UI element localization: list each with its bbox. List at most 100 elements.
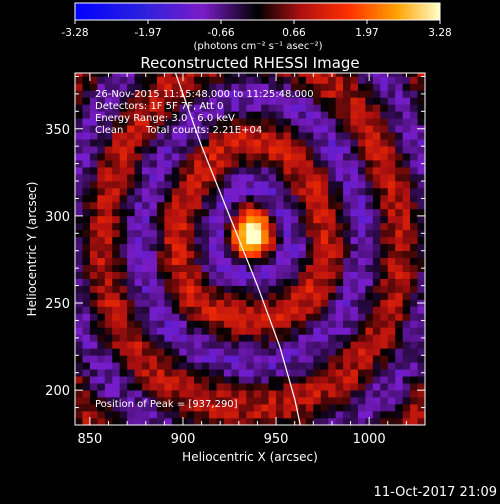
heatmap-pixel — [372, 278, 381, 286]
heatmap-pixel — [343, 257, 351, 265]
heatmap-pixel — [253, 299, 262, 307]
heatmap-pixel — [320, 278, 329, 286]
heatmap-pixel — [164, 243, 173, 252]
heatmap-pixel — [238, 285, 247, 293]
heatmap-pixel — [164, 390, 173, 398]
heatmap-pixel — [335, 285, 344, 293]
heatmap-pixel — [216, 153, 225, 161]
heatmap-pixel — [253, 146, 262, 154]
heatmap-pixel — [231, 383, 240, 391]
heatmap-pixel — [231, 188, 240, 196]
heatmap-pixel — [142, 404, 150, 412]
heatmap-pixel — [298, 201, 307, 210]
heatmap-pixel — [164, 362, 173, 370]
heatmap-pixel — [335, 271, 344, 279]
heatmap-pixel — [350, 111, 359, 119]
heatmap-pixel — [216, 369, 225, 377]
heatmap-pixel — [335, 90, 344, 98]
heatmap-pixel — [179, 243, 188, 252]
heatmap-pixel — [290, 306, 299, 314]
heatmap-pixel — [305, 174, 314, 182]
heatmap-pixel — [231, 153, 240, 161]
heatmap-pixel — [156, 215, 165, 224]
heatmap-pixel — [164, 201, 173, 210]
heatmap-pixel — [201, 313, 210, 321]
heatmap-pixel — [298, 306, 307, 314]
heatmap-pixel — [149, 264, 158, 272]
heatmap-pixel — [97, 76, 106, 84]
heatmap-pixel — [343, 341, 351, 349]
heatmap-pixel — [335, 153, 344, 161]
heatmap-pixel — [283, 160, 292, 168]
heatmap-pixel — [97, 362, 106, 370]
heatmap-pixel — [395, 236, 403, 245]
heatmap-pixel — [209, 264, 217, 272]
heatmap-pixel — [402, 174, 411, 182]
heatmap-pixel — [156, 271, 165, 279]
heatmap-pixel — [223, 299, 232, 307]
heatmap-pixel — [119, 215, 128, 224]
heatmap-pixel — [328, 125, 336, 133]
heatmap-pixel — [395, 418, 403, 425]
heatmap-pixel — [395, 174, 403, 182]
heatmap-pixel — [156, 355, 165, 363]
heatmap-pixel — [216, 167, 225, 175]
heatmap-pixel — [268, 334, 277, 342]
heatmap-pixel — [75, 243, 83, 252]
heatmap-pixel — [320, 153, 329, 161]
heatmap-pixel — [387, 299, 396, 307]
heatmap-pixel — [119, 313, 128, 321]
heatmap-pixel — [328, 167, 336, 175]
heatmap-pixel — [194, 153, 202, 161]
heatmap-pixel — [171, 355, 180, 363]
heatmap-pixel — [380, 167, 389, 175]
heatmap-pixel — [343, 97, 351, 105]
heatmap-pixel — [343, 90, 351, 98]
heatmap-pixel — [142, 132, 150, 140]
heatmap-pixel — [164, 320, 173, 328]
heatmap-pixel — [223, 139, 232, 147]
heatmap-pixel — [97, 181, 106, 189]
heatmap-pixel — [246, 383, 255, 391]
heatmap-pixel — [246, 153, 255, 161]
heatmap-pixel — [104, 264, 113, 272]
heatmap-pixel — [97, 369, 106, 377]
heatmap-pixel — [305, 376, 314, 384]
heatmap-pixel — [89, 292, 98, 300]
heatmap-pixel — [313, 181, 322, 189]
heatmap-pixel — [283, 383, 292, 391]
heatmap-pixel — [223, 397, 232, 405]
heatmap-pixel — [171, 376, 180, 384]
heatmap-pixel — [283, 327, 292, 335]
heatmap-pixel — [395, 76, 403, 84]
heatmap-pixel — [134, 327, 143, 335]
heatmap-pixel — [238, 404, 247, 412]
heatmap-pixel — [387, 362, 396, 370]
heatmap-pixel — [142, 118, 150, 126]
heatmap-pixel — [357, 299, 366, 307]
heatmap-pixel — [357, 125, 366, 133]
heatmap-pixel — [223, 278, 232, 286]
heatmap-pixel — [253, 153, 262, 161]
heatmap-pixel — [186, 104, 195, 112]
heatmap-pixel — [402, 90, 411, 98]
time-range-text: 26-Nov-2015 11:15:48.000 to 11:25:48.000 — [95, 89, 314, 100]
heatmap-pixel — [365, 153, 374, 161]
heatmap-pixel — [112, 341, 120, 349]
heatmap-pixel — [186, 257, 195, 265]
heatmap-pixel — [417, 153, 425, 161]
heatmap-pixel — [149, 146, 158, 154]
heatmap-pixel — [209, 181, 217, 189]
heatmap-pixel — [89, 369, 98, 377]
heatmap-pixel — [156, 313, 165, 321]
heatmap-pixel — [186, 299, 195, 307]
heatmap-pixel — [112, 411, 120, 419]
heatmap-pixel — [313, 132, 322, 140]
heatmap-pixel — [156, 348, 165, 356]
heatmap-pixel — [119, 348, 128, 356]
heatmap-pixel — [142, 313, 150, 321]
heatmap-pixel — [149, 201, 158, 210]
heatmap-pixel — [186, 313, 195, 321]
heatmap-pixel — [134, 132, 143, 140]
heatmap-pixel — [395, 146, 403, 154]
